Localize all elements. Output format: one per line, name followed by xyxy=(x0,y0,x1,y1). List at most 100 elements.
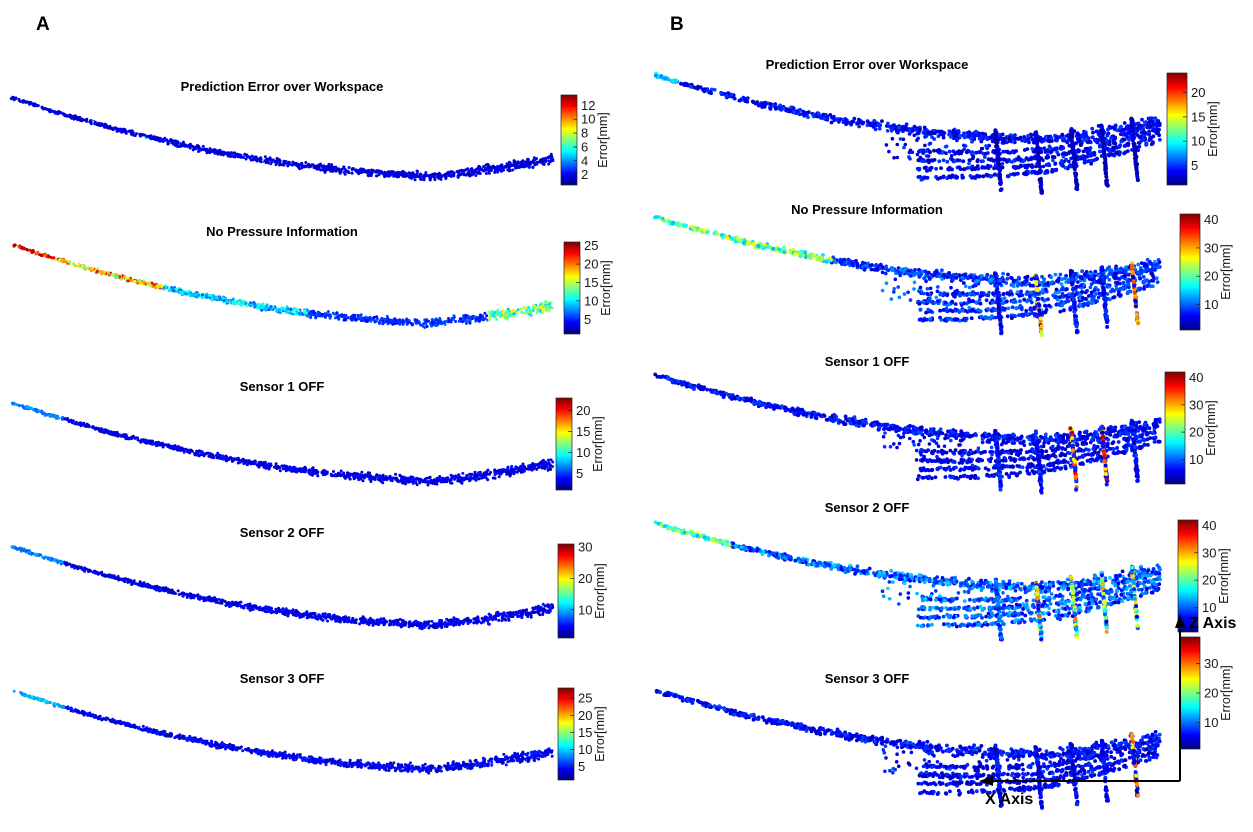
data-point xyxy=(73,264,77,268)
data-point xyxy=(320,618,324,621)
data-point xyxy=(107,126,111,130)
data-point xyxy=(340,314,344,318)
data-point xyxy=(544,300,548,304)
data-point xyxy=(481,472,485,476)
data-point xyxy=(265,463,269,467)
data-point xyxy=(256,159,259,162)
data-point xyxy=(171,289,175,293)
data-point xyxy=(269,606,273,610)
point-cloud xyxy=(10,545,555,631)
data-point xyxy=(382,172,386,176)
colorbar xyxy=(557,543,575,639)
data-point xyxy=(20,245,24,249)
data-point xyxy=(395,479,399,483)
data-point xyxy=(544,461,548,465)
data-point xyxy=(326,613,330,616)
data-point xyxy=(415,321,419,325)
data-point xyxy=(361,479,365,483)
data-point xyxy=(449,320,453,324)
data-point xyxy=(344,615,347,619)
data-point xyxy=(522,165,526,169)
colorbar-tick-label: 20 xyxy=(584,257,598,272)
data-point xyxy=(362,616,366,620)
data-point xyxy=(462,760,465,764)
data-point xyxy=(362,169,366,173)
data-point xyxy=(208,452,211,455)
data-point xyxy=(275,309,279,313)
data-point xyxy=(419,177,423,181)
data-point xyxy=(110,575,114,579)
data-point xyxy=(77,263,81,267)
data-point xyxy=(548,609,552,613)
data-point xyxy=(477,319,481,323)
data-point xyxy=(201,144,205,148)
data-point xyxy=(118,433,122,437)
data-point xyxy=(174,144,177,147)
data-point xyxy=(411,481,415,485)
data-point xyxy=(333,312,337,316)
data-point xyxy=(444,175,448,179)
data-point xyxy=(181,142,185,146)
data-point xyxy=(472,476,476,480)
data-point xyxy=(87,424,91,428)
data-point xyxy=(398,617,402,621)
data-point xyxy=(9,97,13,101)
data-point xyxy=(548,160,552,164)
data-point xyxy=(415,483,419,487)
data-point xyxy=(316,474,320,478)
data-point xyxy=(367,623,371,627)
data-point xyxy=(549,152,553,156)
data-point xyxy=(274,607,278,611)
data-point xyxy=(124,436,128,440)
data-point xyxy=(74,116,78,120)
data-point xyxy=(438,618,442,622)
data-point xyxy=(365,171,369,174)
data-point xyxy=(225,603,229,607)
data-point xyxy=(401,171,405,174)
data-point xyxy=(183,292,187,296)
data-point xyxy=(445,319,449,323)
data-point xyxy=(371,476,374,480)
data-point xyxy=(435,479,439,483)
data-point xyxy=(286,307,290,311)
colorbar-tick-label: 25 xyxy=(584,238,598,253)
data-point xyxy=(60,560,64,564)
data-point xyxy=(247,604,251,608)
data-point xyxy=(264,305,268,309)
data-point xyxy=(452,616,456,620)
data-point xyxy=(152,283,156,287)
data-point xyxy=(487,318,491,322)
data-point xyxy=(68,419,72,423)
data-point xyxy=(55,559,59,563)
data-point xyxy=(489,311,493,315)
data-point xyxy=(454,320,458,323)
colorbar-tick-label: 8 xyxy=(581,126,588,141)
data-point xyxy=(274,163,278,167)
data-point xyxy=(496,308,500,312)
data-point xyxy=(321,612,325,616)
data-point xyxy=(116,575,120,578)
data-point xyxy=(149,134,153,138)
data-point xyxy=(21,99,25,103)
data-point xyxy=(511,163,515,167)
data-point xyxy=(451,170,455,174)
data-point xyxy=(246,154,250,158)
data-point xyxy=(430,619,434,623)
data-point xyxy=(506,309,510,313)
point-cloud xyxy=(9,95,555,182)
data-point xyxy=(115,275,119,279)
data-point xyxy=(332,470,335,473)
data-point xyxy=(221,153,225,157)
data-point xyxy=(464,318,468,322)
data-point xyxy=(312,309,316,313)
data-point xyxy=(511,168,515,172)
data-point xyxy=(508,169,512,173)
data-point xyxy=(445,617,449,621)
data-point xyxy=(130,580,134,584)
data-point xyxy=(166,590,170,594)
data-point xyxy=(474,170,478,174)
data-point xyxy=(426,622,430,626)
data-point xyxy=(528,612,532,616)
data-point xyxy=(212,456,216,460)
